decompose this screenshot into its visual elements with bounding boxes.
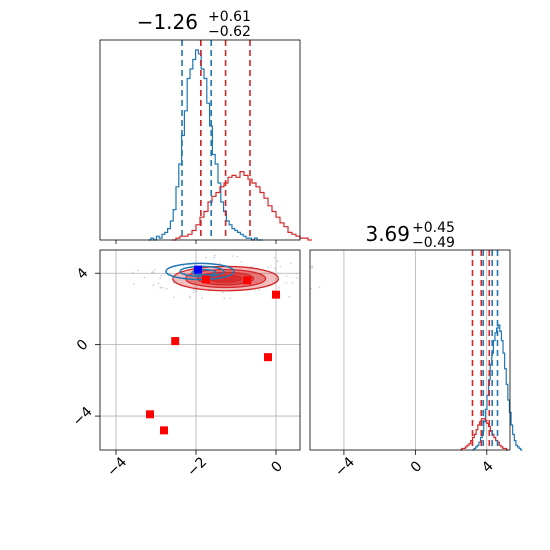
joint-sample-point [157,282,160,285]
joint-sample-point [218,262,221,265]
joint-sample-point [311,265,313,267]
joint-x-tick-label-0: −4 [104,454,130,480]
joint-sample-point [192,291,195,294]
joint-sample-point [240,261,243,263]
joint-y-tick-label-0: 4 [74,265,92,283]
x-marginal-title-plus: +0.61 [208,9,251,25]
joint-sample-point [152,284,155,287]
joint-sample-point [267,266,270,269]
joint-sample-point [296,276,298,279]
joint-sample-point [236,256,239,258]
joint-sample-point [189,296,192,299]
y-marginal-x-tick-label-0: −4 [332,454,358,480]
joint-sample-point [173,296,176,299]
joint-sample-point [160,274,163,277]
joint-blue-contour-2 [191,268,217,276]
joint-sample-point [154,268,156,271]
joint-sample-point [229,297,232,300]
joint-sample-point [136,269,139,272]
joint-sample-point [291,282,294,284]
joint-blue-marker [194,265,202,274]
y-marginal-red-histogram [460,418,509,451]
joint-sample-point [285,281,288,284]
joint-red-marker-4 [272,290,280,299]
joint-x-tick-label-1: −2 [184,454,210,480]
joint-sample-point [318,286,321,289]
joint-sample-point [151,271,153,274]
joint-sample-point [279,265,282,268]
y-marginal-blue-histogram [472,324,523,451]
y-marginal-x-tick-label-2: 4 [479,458,497,476]
x-marginal-blue-histogram [148,49,263,241]
joint-sample-point [214,254,216,257]
x-marginal-title-median: −1.26 [137,10,198,34]
joint-sample-point [163,272,165,275]
joint-sample-point [273,267,276,270]
joint-y-tick-label-2: −4 [70,404,96,430]
x-marginal-title-minus: −0.62 [208,24,251,40]
joint-red-marker-5 [243,276,252,285]
joint-sample-point [152,272,155,275]
joint-blue-contour-0 [165,262,235,281]
joint-sample-point [223,297,226,300]
joint-sample-point [159,277,162,280]
joint-frame [99,249,301,451]
joint-sample-point [152,270,155,273]
joint-x-tick-label-2: 0 [268,458,286,476]
joint-sample-point [273,256,276,259]
joint-sample-point [285,275,288,278]
joint-sample-point [276,260,279,263]
joint-red-marker-0 [171,337,180,346]
joint-sample-point [310,287,313,290]
joint-sample-point [295,272,298,275]
joint-y-tick-label-1: 0 [74,337,92,355]
joint-red-marker-2 [146,410,154,419]
joint-sample-point [311,266,314,269]
joint-sample-point [277,287,280,289]
joint-sample-point [231,255,234,258]
joint-sample-point [132,282,135,285]
joint-sample-point [172,281,175,284]
joint-red-marker-1 [264,353,272,362]
x-marginal-red-histogram [172,171,312,241]
joint-sample-point [195,290,198,293]
joint-sample-point [201,297,204,300]
joint-sample-point [258,289,261,292]
joint-red-marker-3 [160,426,168,435]
x-marginal-panel: −1.26 +0.61 −0.62 [99,9,312,244]
x-marginal-frame [99,39,301,241]
joint-sample-point [162,286,164,289]
joint-sample-point [288,295,291,298]
y-marginal-panel: 3.69 +0.45 −0.49 −4 0 4 [309,220,523,480]
y-marginal-frame [309,249,511,451]
y-marginal-title-median: 3.69 [365,222,410,246]
joint-sample-point [131,271,134,274]
joint-sample-point [192,288,195,291]
joint-sample-point [290,262,292,265]
joint-sample-point [213,256,215,259]
joint-sample-point [166,287,168,290]
joint-sample-point [159,286,162,289]
y-marginal-title-plus: +0.45 [412,220,455,236]
joint-sample-point [143,276,146,279]
y-marginal-title-minus: −0.49 [412,235,455,251]
joint-panel: −4 −2 0 4 0 −4 [70,249,321,480]
y-marginal-x-tick-label-1: 0 [408,458,426,476]
joint-red-marker-6 [202,275,210,284]
joint-sample-point [204,256,207,259]
joint-sample-point [222,291,224,294]
